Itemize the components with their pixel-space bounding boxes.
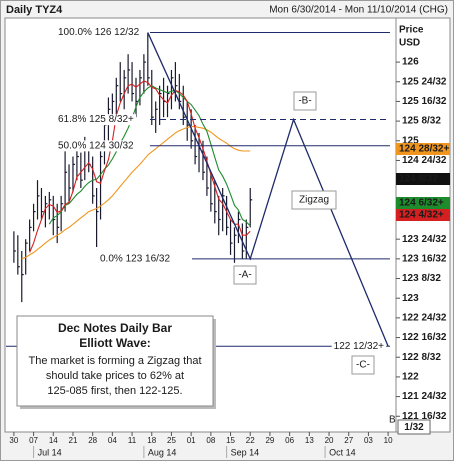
level-label-bg [56,140,137,152]
level-label-bg [98,253,173,265]
x-tick-label: 07 [29,436,38,445]
corner-label: B [389,415,396,426]
wave-label: -A- [238,270,251,281]
month-label: Jul 14 [38,447,62,457]
wave-label-box [233,265,257,285]
x-tick-label: 10 [384,436,393,445]
x-tick-label: 21 [69,436,78,445]
chart-subtitle: Mon 6/30/2014 - Mon 11/10/2014 (CHG) [269,5,448,16]
month-label: Sep 14 [231,447,260,457]
note-line: The market is forming a Zigzag that [28,355,201,367]
scale-label: 1/32 [404,422,424,433]
y-tick-label: 125 [402,135,419,146]
x-tick-label: 30 [9,436,18,445]
x-tick-label: 14 [49,436,58,445]
y-tick-label: 123 16/32 [402,253,447,264]
x-tick-label: 11 [128,436,137,445]
y-tick-label: 121 24/32 [402,391,447,402]
level-label-bg [56,114,137,126]
x-tick-label: 04 [108,436,117,445]
y-tick-label: 122 24/32 [402,313,447,324]
x-tick-label: 15 [226,436,235,445]
x-tick-label: 18 [147,436,156,445]
y-tick-label: 122 8/32 [402,352,441,363]
x-tick-label: 29 [265,436,274,445]
y-tick-label: 123 [402,293,419,304]
wave-label-box [351,355,375,375]
note-title: Dec Notes Daily Bar [58,321,172,335]
y-tick-label: 125 16/32 [402,96,447,107]
price-axis [395,17,451,433]
x-tick-label: 25 [167,436,176,445]
price-tag [396,173,450,185]
x-tick-label: 01 [187,436,196,445]
price-tag-label: 124 4/32+ [399,210,444,221]
price-tag [396,197,450,209]
y-tick-label: 124 24/32 [402,155,447,166]
wave-label: Zigzag [299,195,329,206]
x-tick-label: 20 [325,436,334,445]
wave-label-box [291,190,337,210]
y-tick-label: 125 8/32 [402,116,441,127]
month-label: Oct 14 [329,447,356,457]
note-line: 125-085 first, then 122-125. [47,385,182,397]
scale-box [397,419,431,435]
x-tick-label: 27 [344,436,353,445]
wave-label: -B- [298,96,311,107]
x-tick-label: 13 [305,436,314,445]
level-label: 100.0% 126 12/32 [58,27,140,38]
y-tick-label: 122 [402,372,419,383]
moving-average [48,85,251,227]
level-label-bg [331,340,387,352]
y-tick-label: 125 24/32 [402,76,447,87]
x-tick-label: 03 [364,436,373,445]
y-tick-label: 122 16/32 [402,332,447,343]
price-tag [396,143,450,155]
moving-average [21,126,251,260]
level-label: 61.8% 125 8/32+ [58,114,134,125]
moving-average [29,80,251,253]
y-tick-label: 123 24/32 [402,234,447,245]
zigzag-path [147,32,389,347]
note-line: should take prices to 62% at [46,370,184,382]
price-tag [396,209,450,221]
note-box [16,315,214,407]
y-unit: USD [399,38,420,49]
level-label: 122 12/32+ [334,341,384,352]
wave-label: -C- [356,360,370,371]
level-label: 50.0% 124 30/32 [58,140,134,151]
x-tick-label: 08 [206,436,215,445]
x-tick-label: 28 [88,436,97,445]
x-tick-label: 22 [246,436,255,445]
note-title: Elliott Wave: [79,336,151,350]
level-label-bg [56,27,142,39]
y-tick-label: 123 8/32 [402,273,441,284]
price-tag-label: 124 8/32 [399,174,438,185]
y-tick-label: 126 [402,57,419,68]
chart-title: Daily TYZ4 [6,4,63,16]
y-label: Price [399,25,424,36]
x-tick-label: 06 [285,436,294,445]
level-label: 0.0% 123 16/32 [100,253,170,264]
price-tag-label: 124 28/32+ [399,144,449,155]
wave-label-box [293,91,317,111]
month-label: Aug 14 [148,447,177,457]
y-tick-label: 121 16/32 [402,411,447,422]
price-tag-label: 124 6/32+ [399,198,444,209]
